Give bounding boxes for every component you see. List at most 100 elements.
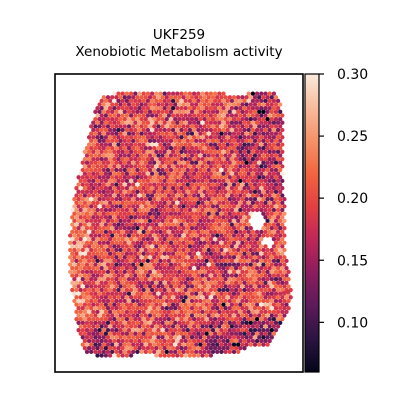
spot (202, 160, 207, 165)
spot (135, 320, 140, 325)
spot (219, 189, 224, 194)
spot (95, 251, 100, 256)
spot (91, 215, 96, 220)
spot (229, 338, 235, 344)
spot (170, 164, 176, 169)
spot (271, 222, 277, 227)
spot (215, 95, 220, 100)
spot (191, 229, 197, 235)
spot (208, 193, 214, 198)
spot (166, 127, 172, 133)
spot (175, 156, 180, 162)
spot (259, 200, 264, 205)
spot (185, 335, 190, 340)
spot (173, 211, 178, 216)
spot (116, 251, 121, 256)
spot (181, 146, 186, 151)
spot (112, 302, 117, 307)
spot (152, 196, 157, 202)
spot (107, 186, 113, 191)
spot (143, 138, 148, 144)
spot (80, 291, 85, 296)
spot (164, 247, 169, 253)
spot (156, 124, 161, 129)
spot (70, 273, 75, 278)
spot (116, 178, 121, 184)
spot (97, 153, 102, 158)
spot (139, 196, 144, 202)
spot (80, 327, 85, 333)
spot (261, 102, 266, 107)
spot (257, 233, 262, 238)
spot (164, 349, 169, 355)
spot (147, 102, 153, 107)
spot (210, 240, 216, 245)
spot (210, 247, 216, 253)
spot (191, 171, 197, 176)
spot (95, 171, 100, 176)
spot (269, 262, 274, 267)
spot (282, 284, 287, 289)
spot (105, 146, 111, 151)
spot (231, 284, 237, 289)
spot (122, 247, 127, 253)
spot (271, 244, 277, 249)
spot (183, 295, 188, 300)
spot (233, 324, 239, 329)
spot (154, 106, 159, 111)
spot (118, 255, 123, 260)
spot (227, 218, 232, 224)
spot (265, 102, 270, 107)
spot (189, 335, 195, 340)
spot (141, 200, 146, 205)
spot (84, 146, 90, 151)
spot (162, 346, 167, 351)
spot (257, 306, 262, 311)
spot (215, 218, 220, 224)
spot (84, 255, 90, 260)
spot (112, 215, 117, 220)
spot (206, 153, 211, 158)
spot (101, 211, 106, 216)
spot (238, 346, 243, 351)
spot (103, 266, 109, 271)
spot (116, 324, 121, 329)
spot (204, 222, 209, 227)
spot (254, 309, 260, 315)
spot (280, 113, 285, 118)
spot (145, 178, 151, 184)
spot (114, 189, 119, 194)
spot (99, 127, 104, 133)
spot (78, 258, 83, 264)
spot (248, 298, 253, 304)
spot (250, 106, 256, 111)
spot (202, 95, 207, 100)
spot (206, 196, 211, 202)
spot (149, 135, 155, 140)
spot (149, 346, 155, 351)
spot (212, 106, 218, 111)
spot (238, 178, 243, 184)
spot (225, 98, 230, 104)
spot (120, 156, 125, 162)
spot (215, 131, 220, 136)
spot (162, 120, 167, 125)
spot (141, 215, 146, 220)
spot (183, 236, 188, 242)
spot (170, 142, 176, 147)
spot (261, 189, 266, 194)
spot (139, 175, 144, 180)
spot (208, 106, 214, 111)
spot (212, 91, 218, 96)
spot (208, 142, 214, 147)
spot (231, 167, 237, 173)
spot (254, 338, 260, 344)
spot (107, 113, 113, 118)
spot (181, 160, 186, 165)
spot (194, 291, 199, 296)
spot (278, 291, 283, 296)
spot (175, 149, 180, 154)
spot (175, 171, 180, 176)
spot (128, 295, 134, 300)
spot (103, 229, 109, 235)
